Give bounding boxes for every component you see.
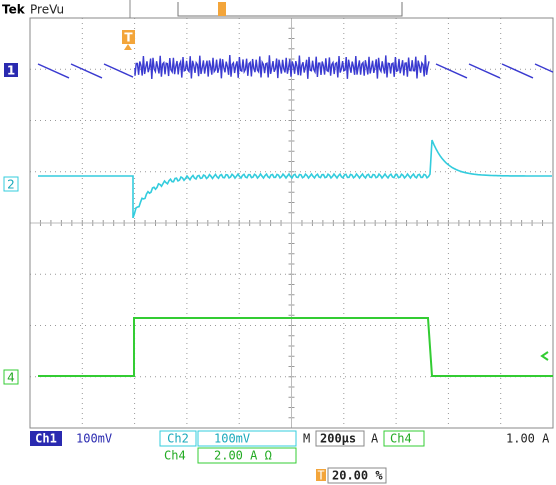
record-bar	[177, 2, 403, 17]
ch4-marker: 4	[7, 371, 15, 385]
ch4-name: Ch4	[164, 449, 186, 463]
mode: PreVu	[30, 3, 64, 17]
ch2-name: Ch2	[167, 432, 189, 446]
ch2-marker: 2	[7, 178, 15, 192]
trigger-level-arrow	[540, 351, 549, 361]
trigger-marker: T	[124, 31, 133, 45]
ch4-scale-box	[197, 447, 297, 464]
ch1-scale: 100mV	[76, 432, 112, 446]
timebase-box	[315, 430, 365, 447]
ch2-name-box	[159, 430, 197, 447]
ch1-name-box	[30, 431, 62, 446]
trigger-position-box	[327, 467, 387, 484]
trigger-position-marker: T	[317, 469, 324, 483]
ch1-waveform	[37, 55, 554, 80]
timebase-label: M	[303, 432, 310, 446]
ch2-scale-box	[197, 430, 297, 447]
ch4-waveform	[38, 317, 553, 377]
trigger-position: 20.00 %	[332, 469, 383, 483]
ch1-name: Ch1	[35, 432, 57, 446]
ch4-marker-box	[3, 369, 19, 385]
trigger-label: A	[371, 432, 379, 446]
ch2-scale: 100mV	[214, 432, 250, 446]
graticule-frame	[29, 17, 554, 429]
timebase: 200µs	[320, 432, 356, 446]
ch2-waveform	[38, 139, 552, 219]
trigger-position-marker-box	[316, 469, 326, 481]
trigger-marker-box	[122, 30, 135, 44]
trigger-source-box	[383, 430, 425, 447]
ch2-marker-box	[3, 176, 19, 192]
ch4-scale: 2.00 A Ω	[214, 449, 272, 463]
brand: Tek	[2, 3, 26, 17]
record-marker	[218, 2, 226, 16]
ch1-marker: 1	[7, 64, 15, 78]
trigger-arrow	[124, 44, 132, 50]
trigger-source: Ch4	[390, 432, 412, 446]
ch1-marker-box	[4, 63, 18, 77]
trigger-level: 1.00 A	[506, 432, 550, 446]
